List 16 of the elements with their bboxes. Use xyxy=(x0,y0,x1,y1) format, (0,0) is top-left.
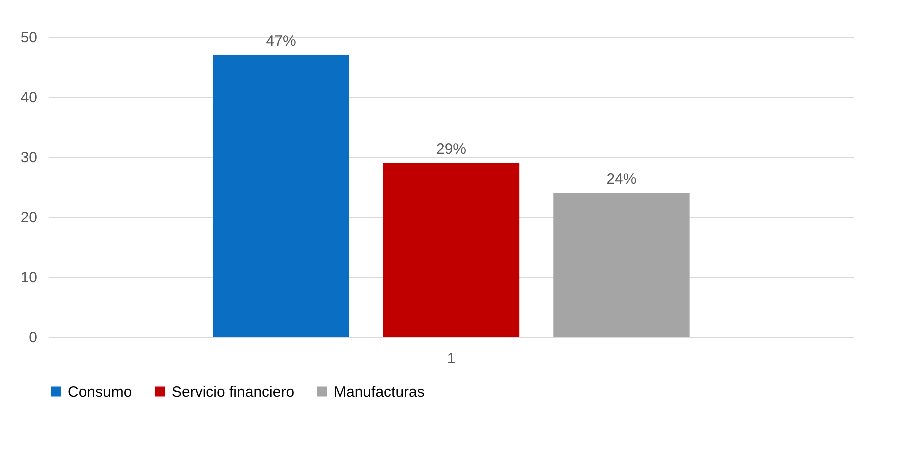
y-tick-label: 20 xyxy=(20,210,38,226)
data-label: 29% xyxy=(436,141,467,158)
x-tick-label: 1 xyxy=(447,350,456,368)
bar xyxy=(383,163,520,337)
legend-label: Servicio financiero xyxy=(172,384,295,401)
y-tick-label: 0 xyxy=(29,330,38,346)
data-label: 47% xyxy=(266,33,296,50)
y-tick-label: 40 xyxy=(20,90,38,106)
bar xyxy=(554,193,690,337)
bar xyxy=(213,55,350,337)
y-tick-label: 50 xyxy=(20,30,38,46)
y-tick-label: 10 xyxy=(20,270,38,286)
legend-label: Consumo xyxy=(68,384,132,401)
y-tick-label: 30 xyxy=(20,150,38,166)
data-label: 24% xyxy=(606,171,637,188)
legend-label: Manufacturas xyxy=(334,384,425,401)
